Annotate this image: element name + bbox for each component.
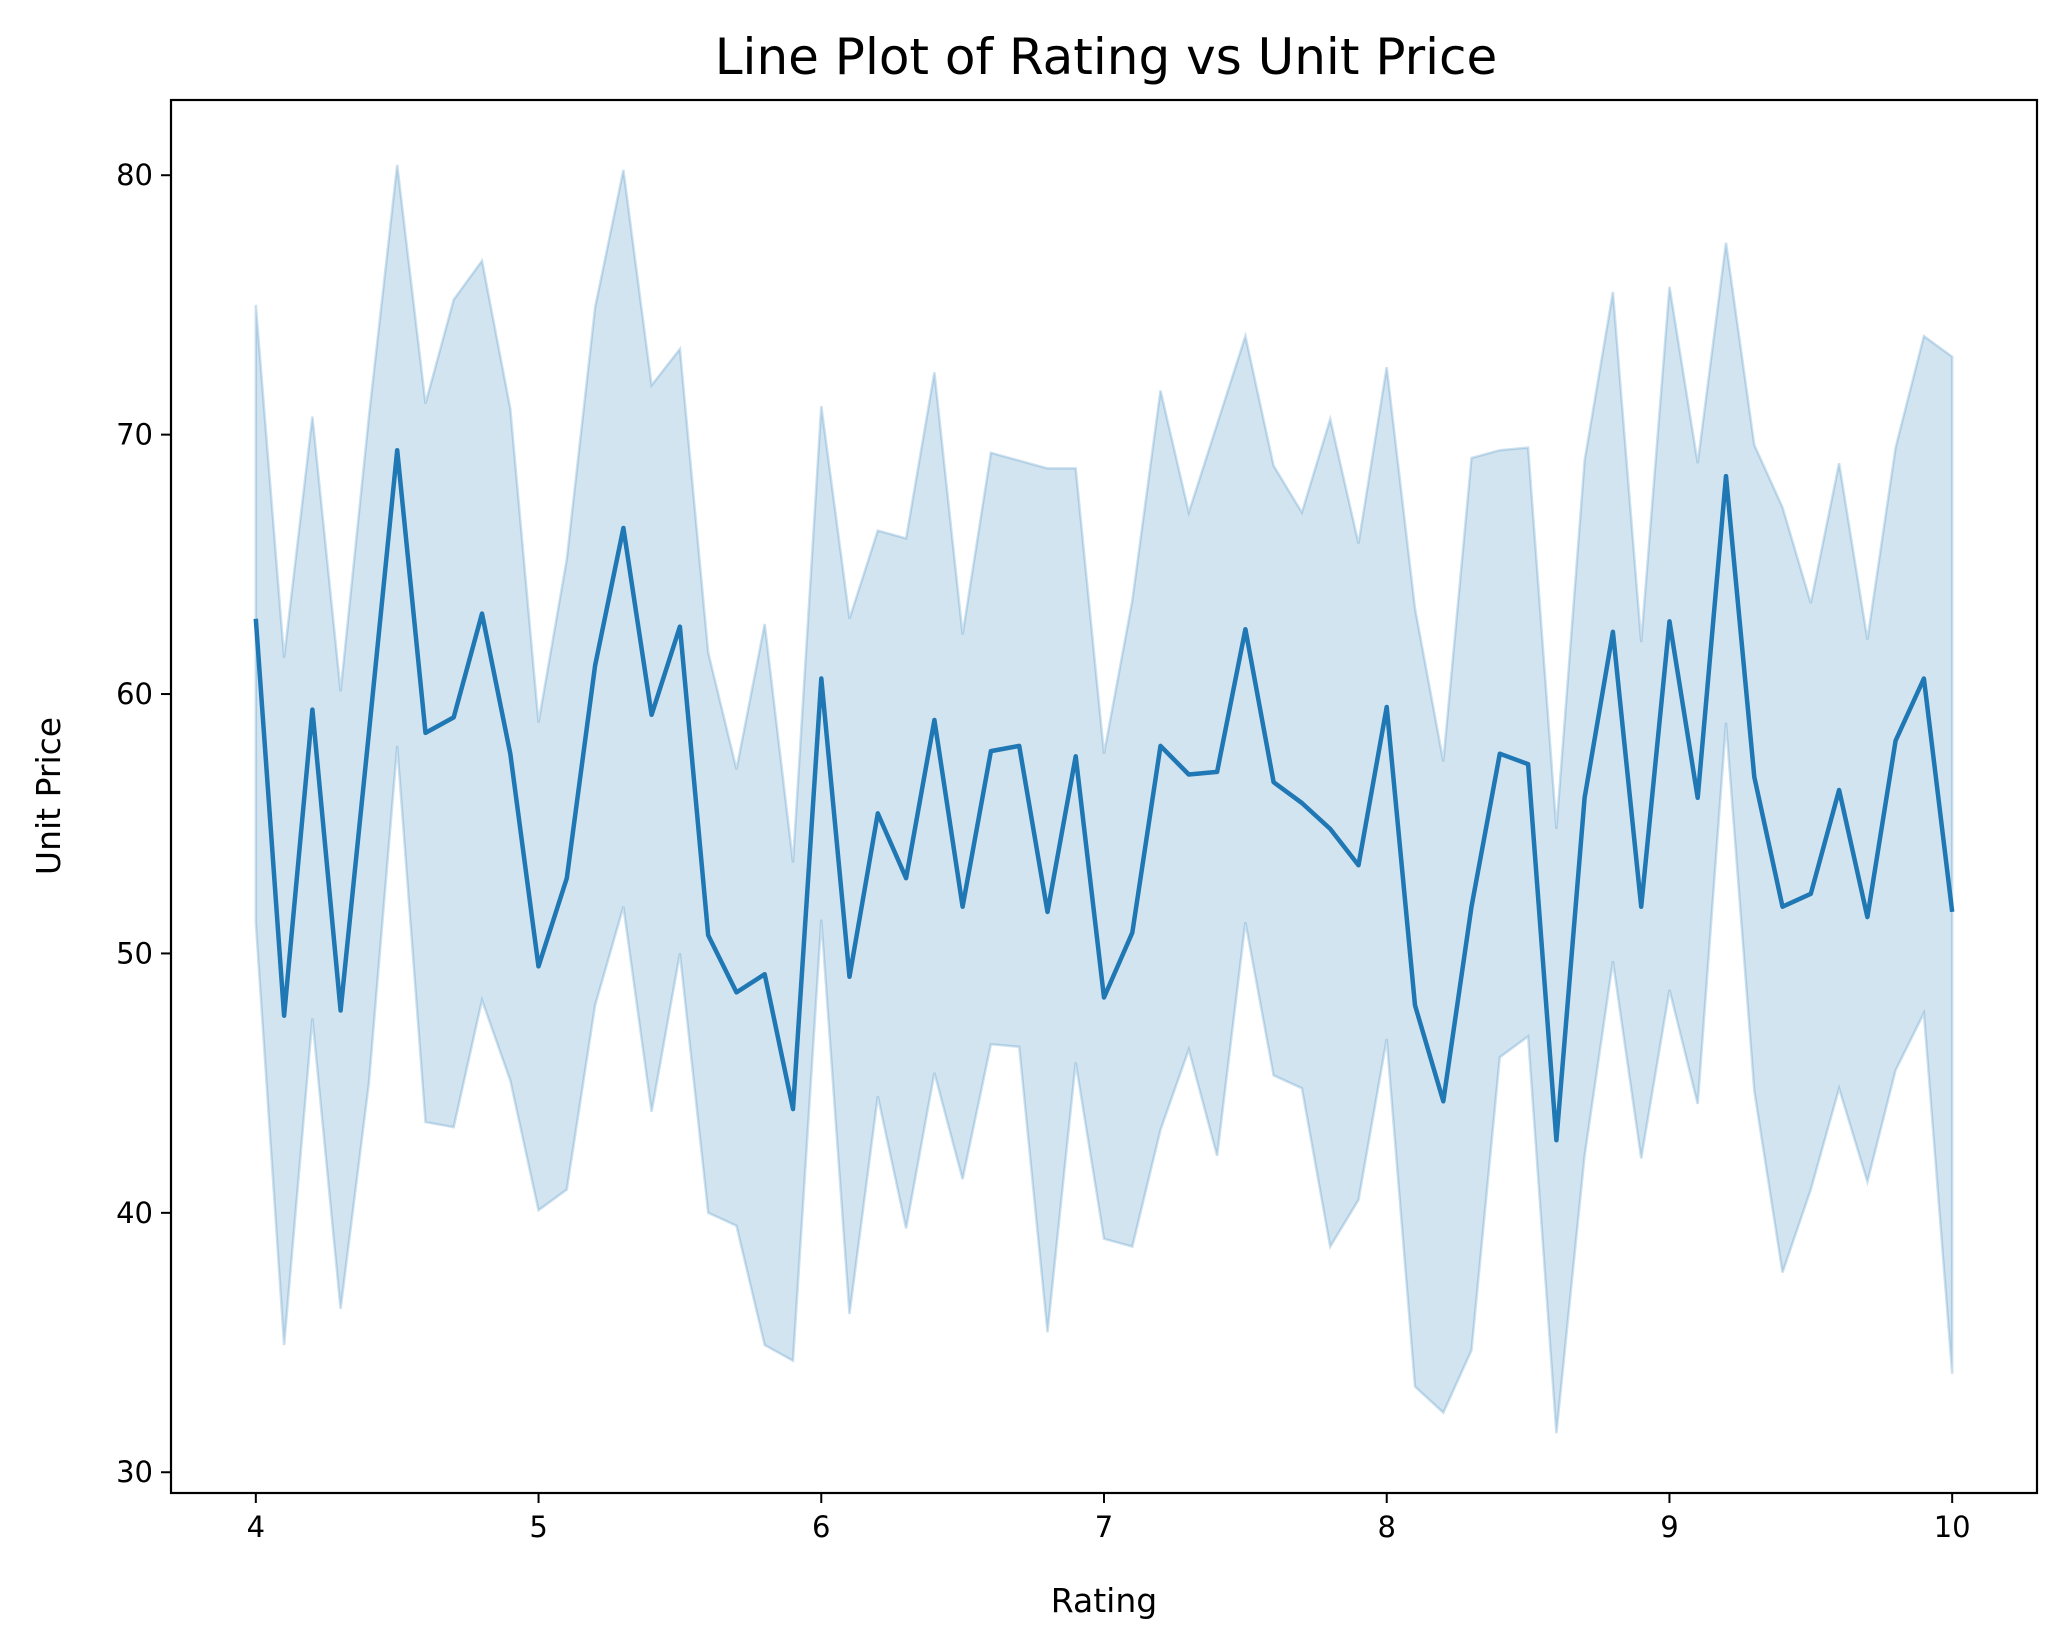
y-tick-label: 80	[116, 158, 153, 192]
y-axis: 30 40 50 60 70 80	[116, 158, 171, 1489]
confidence-band	[254, 164, 1954, 1434]
y-tick-label: 50	[116, 936, 153, 970]
y-tick-label: 60	[116, 677, 153, 711]
y-tick-label: 30	[116, 1455, 153, 1489]
plot-area	[253, 164, 1955, 1434]
x-tick-label: 5	[529, 1510, 547, 1544]
x-tick-label: 8	[1378, 1510, 1396, 1544]
series-line	[253, 447, 1955, 1143]
x-axis-label: Rating	[1051, 1581, 1157, 1620]
y-tick-label: 40	[116, 1196, 153, 1230]
y-axis-label: Unit Price	[29, 717, 68, 875]
chart-title: Line Plot of Rating vs Unit Price	[715, 28, 1498, 86]
x-tick-label: 7	[1095, 1510, 1113, 1544]
x-tick-label: 9	[1660, 1510, 1678, 1544]
y-tick-label: 70	[116, 418, 153, 452]
x-tick-label: 10	[1934, 1510, 1971, 1544]
x-tick-label: 4	[247, 1510, 265, 1544]
x-tick-label: 6	[812, 1510, 830, 1544]
x-axis: 4 5 6 7 8 9 10	[247, 1493, 1971, 1544]
